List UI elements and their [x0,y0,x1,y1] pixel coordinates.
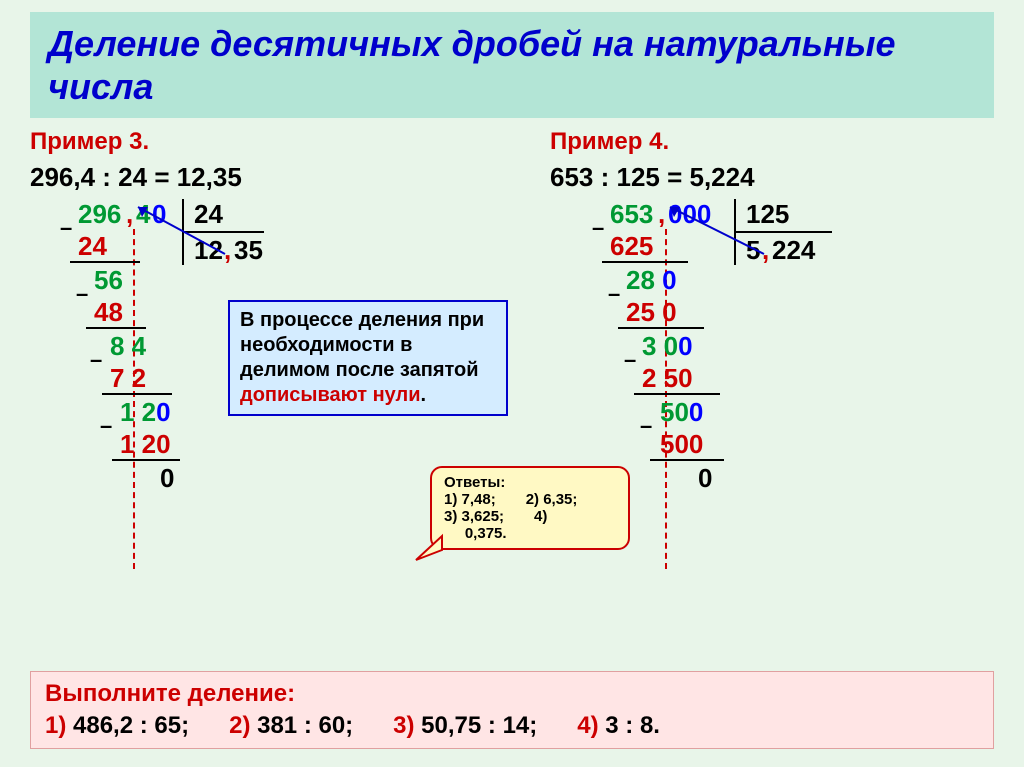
row-4-0: 625 [610,231,653,262]
hbar-3-4 [112,459,180,461]
note-red: дописывают нули [240,384,421,406]
arrow-4 [662,199,772,269]
row-4-2: 25 0 [626,297,677,328]
minus-3-1: – [60,215,72,241]
exercise-item-1: 1) 486,2 : 65; [45,712,189,740]
exercise-item-2: 2) 381 : 60; [229,712,353,740]
exercise-box: Выполните деление: 1) 486,2 : 65; 2) 381… [30,671,994,749]
row-3-0: 24 [78,231,107,262]
answers-callout: Ответы: 1) 7,48; 2) 6,35; 3) 3,625; 4) 0… [430,466,630,550]
minus-3-2: – [76,281,88,307]
row-4-4: 2 50 [642,363,693,394]
note-callout: В процессе деления при необходимости в д… [228,300,508,416]
hbar-4-4 [650,459,724,461]
answers-title: Ответы: [444,474,616,491]
page-title: Деление десятичных дробей на натуральные… [48,22,976,108]
row-4-1: 28 0 [626,265,677,296]
row-4-5: 500 [660,397,703,428]
example3-label: Пример 3. [30,128,510,156]
minus-4-4: – [640,413,652,439]
example4-label: Пример 4. [550,128,990,156]
row-4-6: 500 [660,429,703,460]
ans-5: 0,375. [444,525,616,542]
row-4-7: 0 [698,463,712,494]
exercise-title: Выполните деление: [45,680,979,708]
ans-1: 1) 7,48; [444,491,496,508]
note-pre: В процессе деления при необходимости в д… [240,309,484,381]
hbar-4-2 [618,327,704,329]
hbar-4-3 [634,393,720,395]
quotient-35: 35 [234,235,263,266]
exercise-item-3: 3) 50,75 : 14; [393,712,537,740]
hbar-3-2 [86,327,146,329]
dividend-296: 296 [78,199,121,230]
row-3-3: 8 4 [110,331,146,362]
minus-3-4: – [100,413,112,439]
examples-container: Пример 3. 296,4 : 24 = 12,35 296 , 4 0 2… [30,128,994,588]
minus-4-2: – [608,281,620,307]
minus-3-3: – [90,347,102,373]
arrow-3 [130,199,230,269]
quotient-224: 224 [772,235,815,266]
row-3-5: 1 20 [120,397,171,428]
row-3-4: 7 2 [110,363,146,394]
minus-4-1: – [592,215,604,241]
ans-4: 4) [534,508,547,525]
exercise-items: 1) 486,2 : 65; 2) 381 : 60; 3) 50,75 : 1… [45,712,979,740]
note-post: . [421,384,427,406]
dividend-653: 653 [610,199,653,230]
exercise-item-4: 4) 3 : 8. [577,712,660,740]
title-box: Деление десятичных дробей на натуральные… [30,12,994,118]
row-3-1: 56 [94,265,123,296]
row-4-3: 3 00 [642,331,693,362]
row-3-6: 1 20 [120,429,171,460]
minus-4-3: – [624,347,636,373]
row-3-7: 0 [160,463,174,494]
hbar-3-3 [102,393,172,395]
callout-tail-icon [414,532,444,562]
example3-equation: 296,4 : 24 = 12,35 [30,162,510,193]
row-3-2: 48 [94,297,123,328]
ans-3: 3) 3,625; [444,508,504,525]
example4-equation: 653 : 125 = 5,224 [550,162,990,193]
ans-2: 2) 6,35; [526,491,578,508]
